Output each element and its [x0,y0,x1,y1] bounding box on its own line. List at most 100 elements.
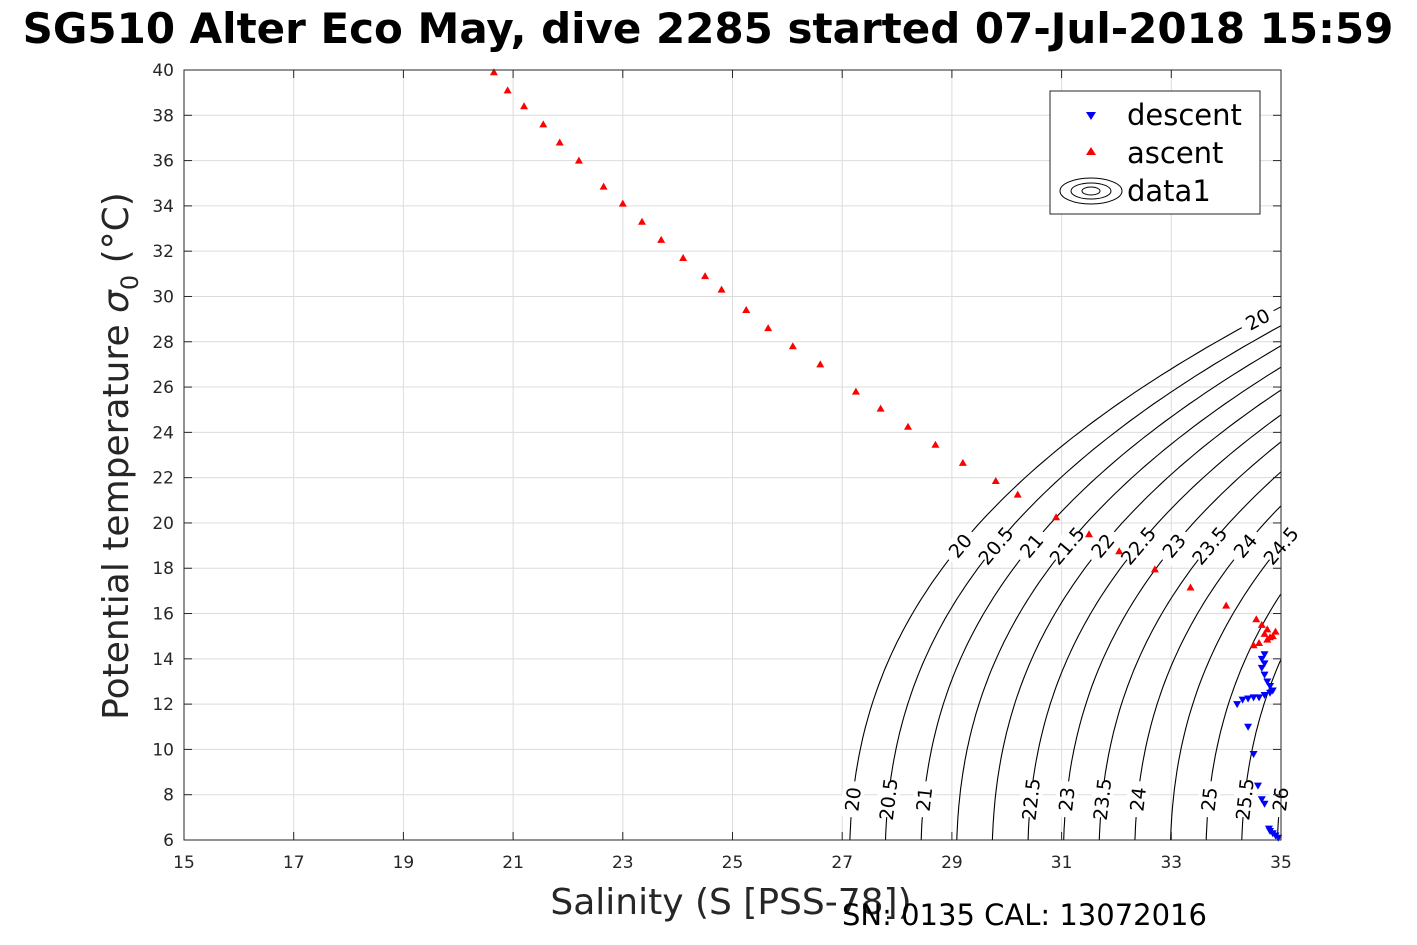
ascent-point [764,324,773,332]
y-tick-label: 6 [163,831,174,851]
contour-label-bg [1082,524,1123,567]
contour-label-bg [1017,780,1044,819]
contour-label: 23 [1055,786,1080,813]
contour-label-bg [910,780,937,819]
ascent-point [1085,530,1094,538]
y-tick-label: 16 [152,605,174,625]
isopycnal-26.5 [1313,70,1417,840]
isopycnal-27 [1349,70,1417,840]
ascent-point [679,253,688,261]
ascent-point [657,235,666,243]
contour-label-bg [1231,780,1258,819]
isopycnal-22 [991,389,1281,840]
x-tick-label: 35 [1270,853,1292,873]
descent-point [1238,696,1247,704]
contour-label: 21.5 [1046,523,1090,570]
y-axis-label-unit: (°C) [96,192,137,263]
y-tick-label: 34 [152,197,174,217]
descent-point [1257,664,1266,672]
descent-point [1260,671,1269,679]
contour-label: 24 [1126,786,1151,813]
serial-calibration-text: SN: 0135 CAL: 13072016 [842,898,1207,932]
descent-point [1233,701,1242,709]
ascent-point [717,285,726,293]
legend-entry-descent: descent [1127,98,1242,132]
contour-label-bg [975,524,1016,567]
contour-label-bg [839,780,866,819]
descent-point [1249,750,1258,758]
descent-point [1260,800,1269,808]
ascent-point [1013,490,1022,498]
isopycnal-23.5 [1098,471,1281,840]
ascent-point [1255,638,1264,646]
y-tick-label: 26 [152,378,174,398]
contour-label-bg [1124,780,1151,819]
x-tick-label: 15 [173,853,195,873]
ascent-point [599,182,608,190]
ascent-point [1222,601,1231,609]
isopycnal-24 [1134,505,1281,840]
y-tick-label: 28 [152,333,174,353]
y-tick-label: 40 [152,61,174,81]
x-tick-label: 27 [831,853,853,873]
ascent-point [904,422,913,430]
ascent-point [637,217,646,225]
contour-label: 25 [1198,786,1223,813]
ascent-point [489,68,498,76]
x-tick-label: 21 [502,853,524,873]
descent-point [1268,687,1277,695]
ascent-point [1115,547,1124,555]
legend: descent ascent data1 [1049,90,1261,215]
isopycnal-23 [1063,441,1281,840]
contour-label-bg [1089,780,1116,819]
x-tick-label: 23 [612,853,634,873]
isopycnal-22.5 [1027,414,1281,840]
contour-label: 20.5 [974,523,1018,570]
x-axis-label: Salinity (S [PSS-78]) [550,882,911,923]
contour-label-bg [1046,524,1087,567]
legend-marker-descent [1086,112,1096,120]
contour-label: 24.5 [1259,523,1303,570]
contour-label-bg [940,524,981,567]
descent-point [1266,683,1275,690]
y-tick-label: 10 [152,740,174,760]
ascent-point [701,272,710,280]
y-axis-label-text: Potential temperature [96,324,137,719]
x-tick-label: 29 [941,853,963,873]
ascent-point [1186,583,1195,591]
contour-label-bg [1225,524,1266,567]
isopycnal-26 [1276,787,1281,840]
ascent-point [1052,513,1061,521]
contour-label: 20 [841,786,866,813]
ascent-point [503,86,512,94]
ascent-point [1263,635,1272,643]
ascent-point [1257,620,1266,628]
x-tick-label: 25 [722,853,744,873]
ascent-point [1260,629,1269,637]
y-tick-label: 18 [152,559,174,579]
ascent-point [539,120,548,128]
contour-label: 21 [913,786,938,813]
y-tick-label: 32 [152,242,174,262]
contour-label-bg [1153,524,1194,567]
descent-point [1257,796,1266,804]
x-tick-label: 31 [1051,853,1073,873]
axis-ticks: 15 17 19 21 23 25 27 29 31 33 35 6 8 10 12 14 16 18 20 22 24… [152,61,1291,873]
ascent-point [991,477,1000,485]
descent-point [1263,678,1272,686]
y-tick-label: 8 [163,786,174,806]
descent-point [1255,694,1264,702]
ascent-point [1252,615,1261,623]
ascent-point [931,440,940,448]
y-tick-label: 36 [152,152,174,172]
descent-point [1257,655,1266,663]
isopycnal-25 [1205,592,1281,840]
density-contours [849,70,1417,840]
ascent-point [1263,625,1272,633]
y-tick-label: 12 [152,695,174,715]
isopycnal-20.5 [884,325,1281,840]
isopycnal-21 [920,345,1281,840]
y-axis-label-subscript: 0 [116,275,144,290]
isopycnal-24.5 [1170,544,1281,840]
descent-point [1249,694,1258,702]
